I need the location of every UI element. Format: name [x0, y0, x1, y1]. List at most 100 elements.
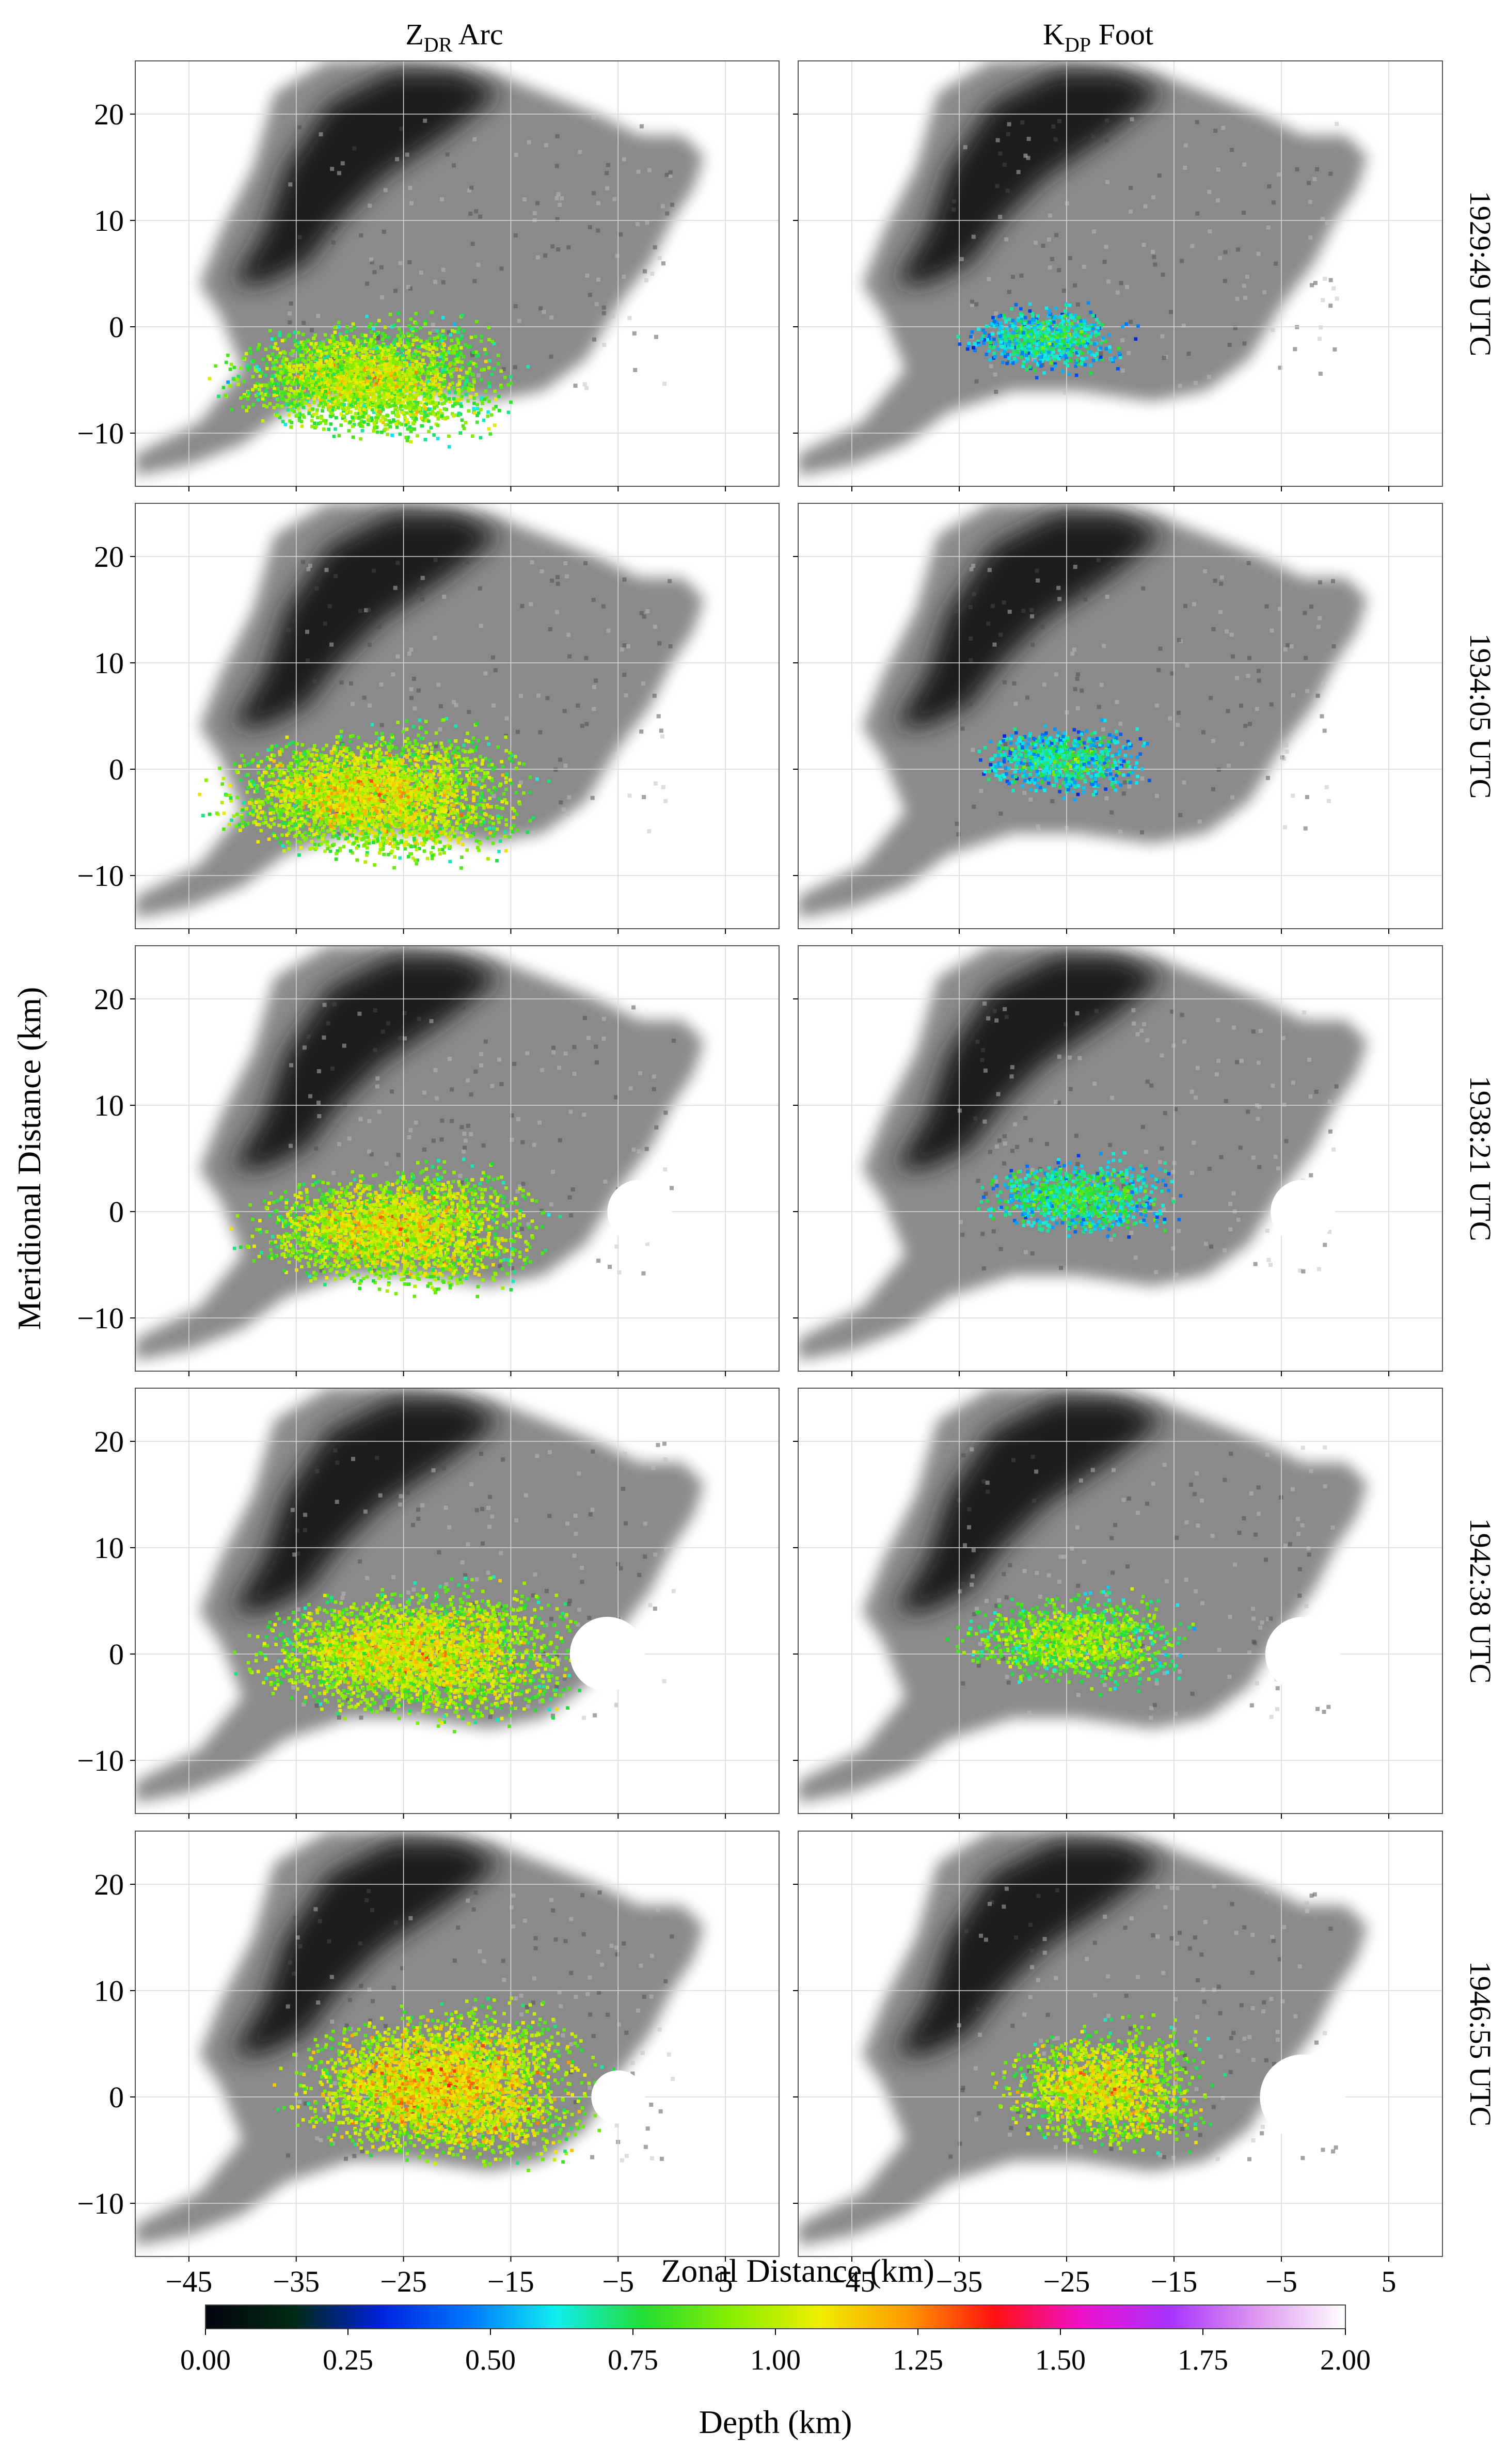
depth-pixel: [312, 748, 316, 751]
depth-pixel: [469, 371, 472, 375]
reflectivity-speckle: [1104, 138, 1109, 143]
depth-pixel: [436, 411, 440, 415]
depth-pixel: [400, 422, 404, 426]
depth-pixel: [395, 371, 399, 375]
depth-pixel: [493, 766, 496, 770]
depth-pixel: [285, 380, 289, 384]
depth-pixel: [285, 372, 290, 376]
depth-pixel: [1071, 338, 1075, 341]
depth-pixel: [410, 381, 414, 386]
depth-pixel: [375, 413, 379, 417]
depth-pixel: [369, 398, 373, 402]
reflectivity-speckle: [1068, 256, 1072, 260]
depth-pixel: [351, 377, 354, 381]
depth-pixel: [1029, 319, 1034, 323]
depth-pixel: [967, 341, 971, 345]
depth-pixel: [417, 391, 421, 395]
depth-pixel: [347, 403, 351, 407]
reflectivity-speckle: [409, 696, 414, 701]
depth-pixel: [440, 345, 443, 348]
reflectivity-speckle: [372, 348, 377, 353]
reflectivity-speckle: [433, 280, 437, 284]
reflectivity-speckle: [339, 680, 344, 685]
depth-pixel: [358, 416, 362, 419]
depth-pixel: [315, 375, 319, 379]
depth-pixel: [365, 347, 369, 351]
depth-pixel: [265, 367, 269, 371]
depth-pixel: [1011, 324, 1015, 328]
depth-pixel: [398, 388, 402, 392]
depth-pixel: [453, 329, 457, 333]
depth-pixel: [1020, 353, 1024, 357]
depth-pixel: [413, 419, 417, 423]
depth-pixel: [393, 407, 398, 411]
depth-pixel: [385, 386, 389, 390]
reflectivity-speckle: [302, 321, 306, 325]
reflectivity-speckle: [555, 610, 560, 614]
depth-pixel: [455, 347, 459, 351]
depth-pixel: [252, 359, 256, 363]
depth-pixel: [490, 340, 495, 343]
depth-pixel: [312, 401, 316, 404]
depth-pixel: [1061, 325, 1065, 329]
depth-pixel: [400, 346, 404, 350]
reflectivity-speckle: [441, 280, 446, 284]
reflectivity-speckle: [432, 329, 436, 333]
depth-pixel: [268, 357, 272, 361]
depth-pixel: [401, 375, 405, 378]
depth-pixel: [288, 376, 292, 380]
reflectivity-speckle: [624, 693, 628, 697]
depth-pixel: [1036, 325, 1040, 329]
depth-pixel: [403, 379, 407, 383]
depth-pixel: [1022, 360, 1026, 364]
depth-pixel: [363, 339, 368, 343]
reflectivity-speckle: [1245, 275, 1249, 279]
depth-pixel: [483, 398, 487, 401]
depth-pixel: [330, 334, 335, 338]
depth-pixel: [1033, 369, 1037, 373]
depth-pixel: [371, 400, 375, 403]
depth-pixel: [300, 397, 304, 401]
depth-pixel: [264, 362, 268, 366]
depth-pixel: [1069, 340, 1072, 344]
depth-pixel: [430, 789, 434, 793]
depth-pixel: [981, 334, 985, 338]
depth-pixel: [522, 762, 526, 766]
depth-pixel: [465, 379, 469, 383]
depth-pixel: [288, 365, 292, 369]
depth-pixel: [361, 415, 365, 419]
reflectivity-speckle: [951, 208, 956, 212]
depth-pixel: [431, 384, 435, 388]
reflectivity-speckle: [622, 577, 627, 582]
depth-pixel: [242, 801, 246, 805]
depth-pixel: [388, 404, 392, 408]
depth-pixel: [420, 365, 424, 369]
depth-pixel: [1020, 314, 1024, 318]
depth-pixel: [287, 334, 291, 338]
depth-pixel: [392, 357, 396, 361]
depth-pixel: [1028, 344, 1032, 348]
depth-pixel: [374, 368, 378, 372]
depth-pixel: [413, 739, 417, 743]
depth-pixel: [276, 398, 280, 402]
depth-pixel: [411, 416, 415, 420]
depth-pixel: [311, 356, 314, 360]
depth-pixel: [287, 832, 291, 835]
depth-pixel: [350, 367, 353, 371]
depth-pixel: [328, 364, 332, 368]
depth-pixel: [1056, 331, 1060, 335]
depth-pixel: [412, 406, 416, 409]
reflectivity-speckle: [1308, 235, 1312, 240]
depth-pixel: [332, 366, 336, 370]
reflectivity-speckle: [379, 723, 384, 727]
depth-pixel: [1021, 324, 1024, 328]
depth-pixel: [312, 349, 316, 354]
depth-pixel: [406, 435, 410, 439]
depth-pixel: [1052, 355, 1056, 359]
depth-pixel: [307, 339, 311, 343]
depth-pixel: [466, 345, 470, 349]
reflectivity-speckle: [542, 310, 546, 314]
reflectivity-speckle: [1120, 338, 1125, 343]
depth-pixel: [370, 408, 374, 412]
reflectivity-speckle: [324, 568, 329, 573]
